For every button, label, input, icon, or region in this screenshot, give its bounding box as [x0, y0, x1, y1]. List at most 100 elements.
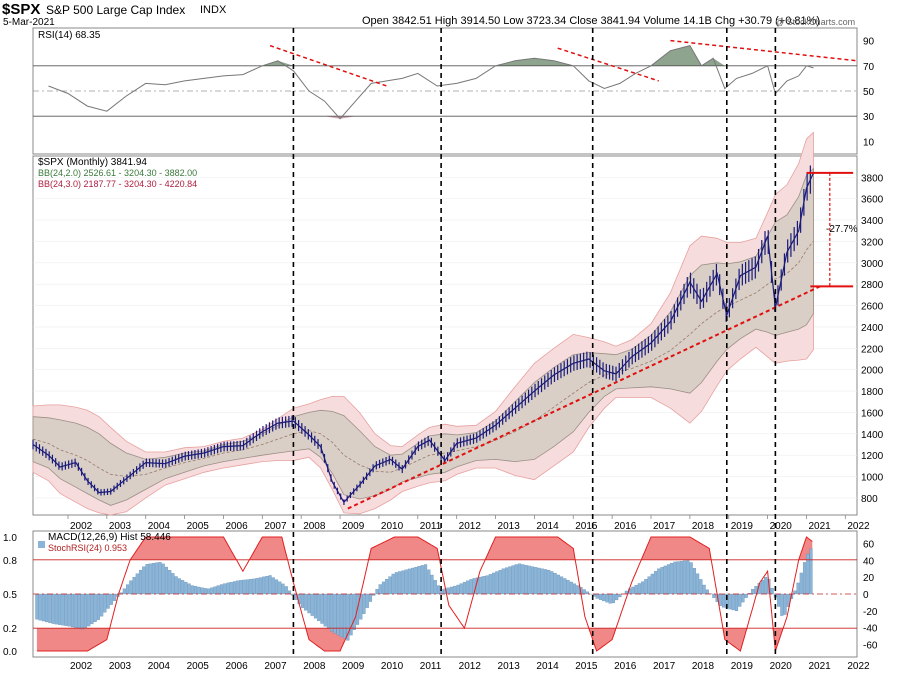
macd-legend-swatch: [38, 541, 45, 548]
macd-hist-bar: [229, 582, 233, 595]
macd-hist-bar: [637, 583, 641, 595]
macd-hist-bar: [226, 582, 230, 595]
macd-hist-bar: [174, 576, 178, 595]
price-year-label: 2011: [420, 521, 442, 532]
macd-tick-label: 20: [863, 573, 875, 584]
price-tick-label: 1600: [861, 408, 884, 419]
macd-hist-bar: [446, 587, 450, 595]
macd-hist-bar: [181, 580, 185, 595]
macd-hist-bar: [492, 572, 496, 595]
macd-hist-bar: [326, 593, 330, 629]
rsi-tick-label: 50: [863, 87, 875, 98]
macd-hist-bar: [793, 590, 797, 595]
macd-year-label: 2015: [575, 661, 598, 672]
rsi-line: [48, 45, 814, 120]
macd-hist-bar: [184, 581, 188, 595]
rsi-tick-label: 30: [863, 112, 875, 123]
macd-year-label: 2008: [303, 661, 326, 672]
price-year-label: 2008: [303, 521, 326, 532]
macd-hist-bar: [213, 586, 217, 595]
macd-hist-bar: [145, 564, 149, 595]
macd-hist-bar: [252, 578, 256, 595]
stochrsi-tick-label: 1.0: [3, 533, 17, 544]
macd-hist-bar: [657, 568, 661, 595]
macd-hist-bar: [780, 593, 784, 616]
macd-hist-bar: [430, 574, 434, 595]
macd-hist-bar: [576, 585, 580, 595]
macd-hist-bar: [391, 573, 395, 595]
drawdown-annotation: -27.7%: [826, 224, 858, 235]
price-tick-label: 3400: [861, 216, 884, 227]
stochrsi-legend: StochRSI(24) 0.953: [48, 543, 127, 553]
macd-hist-bar: [420, 565, 424, 595]
macd-hist-bar: [799, 572, 803, 595]
macd-hist-bar: [514, 564, 518, 595]
macd-hist-bar: [783, 593, 787, 615]
macd-year-label: 2019: [731, 661, 754, 672]
macd-hist-bar: [236, 580, 240, 595]
macd-hist-bar: [103, 593, 107, 613]
macd-hist-bar: [245, 579, 249, 595]
macd-hist-bar: [232, 581, 237, 595]
macd-hist-bar: [401, 570, 405, 595]
macd-hist-bar: [802, 562, 807, 595]
macd-hist-bar: [51, 593, 55, 624]
macd-hist-bar: [573, 583, 577, 595]
macd-hist-bar: [498, 569, 502, 595]
macd-hist-bar: [449, 586, 454, 595]
macd-hist-bar: [239, 580, 243, 595]
rsi-overbought-fill: [48, 45, 814, 66]
macd-year-label: 2011: [420, 661, 442, 672]
macd-hist-bar: [242, 579, 246, 595]
index-name: S&P 500 Large Cap Index: [46, 3, 186, 17]
macd-hist-bar: [249, 579, 253, 595]
price-year-label: 2007: [264, 521, 287, 532]
macd-hist-bar: [87, 593, 91, 627]
macd-hist-bar: [722, 593, 726, 608]
macd-hist-bar: [692, 568, 696, 595]
macd-hist-bar: [741, 593, 745, 603]
macd-hist-bar: [151, 563, 156, 595]
stochrsi-tick-label: 0.8: [3, 556, 17, 567]
macd-hist-bar: [323, 593, 327, 627]
rsi-trend-line: [557, 47, 660, 82]
macd-hist-bar: [738, 593, 742, 607]
macd-hist-bar: [61, 593, 65, 626]
macd-hist-bar: [352, 593, 356, 630]
macd-hist-bar: [663, 565, 667, 595]
macd-hist-bar: [602, 593, 606, 602]
bb3-legend: BB(24,3.0) 2187.77 - 3204.30 - 4220.84: [38, 179, 197, 189]
support-trend-line: [347, 285, 821, 510]
price-panel: 3800 3600 3400 3200 3000 2800 2600 2400 2200 2000…: [32, 131, 884, 532]
macd-hist-bar: [770, 588, 774, 595]
macd-hist-bar: [679, 561, 683, 595]
macd-hist-bar: [433, 580, 437, 595]
macd-hist-bar: [109, 593, 113, 605]
price-tick-label: 1000: [861, 473, 884, 484]
price-year-label: 2010: [381, 521, 404, 532]
macd-panel: 1.0 0.8 0.5 0.2 0.0 60 40 20 0 -20 -40 -60 2002 2003 2…: [3, 530, 878, 672]
macd-year-label: 2002: [70, 661, 93, 672]
macd-hist-bar: [540, 568, 544, 595]
macd-hist-bar: [304, 593, 308, 611]
macd-hist-bar: [378, 584, 382, 595]
macd-hist-bar: [618, 593, 622, 598]
macd-hist-bar: [414, 566, 418, 595]
price-year-label: 2022: [847, 521, 870, 532]
macd-hist-bar: [41, 593, 45, 622]
stochrsi-overbought-fill: [36, 537, 813, 560]
macd-hist-bar: [482, 576, 486, 595]
macd-hist-bar: [106, 593, 110, 609]
macd-year-label: 2013: [498, 661, 521, 672]
price-year-label: 2004: [148, 521, 171, 532]
price-year-label: 2016: [614, 521, 637, 532]
macd-hist-bar: [142, 566, 146, 595]
macd-year-label: 2004: [148, 661, 171, 672]
rsi-tick-label: 10: [863, 137, 875, 148]
macd-hist-bar: [177, 578, 181, 595]
macd-hist-bar: [45, 593, 49, 623]
macd-tick-label: 60: [863, 539, 875, 550]
macd-year-label: 2020: [770, 661, 793, 672]
macd-hist-bar: [644, 579, 648, 595]
macd-hist-bar: [777, 593, 781, 607]
